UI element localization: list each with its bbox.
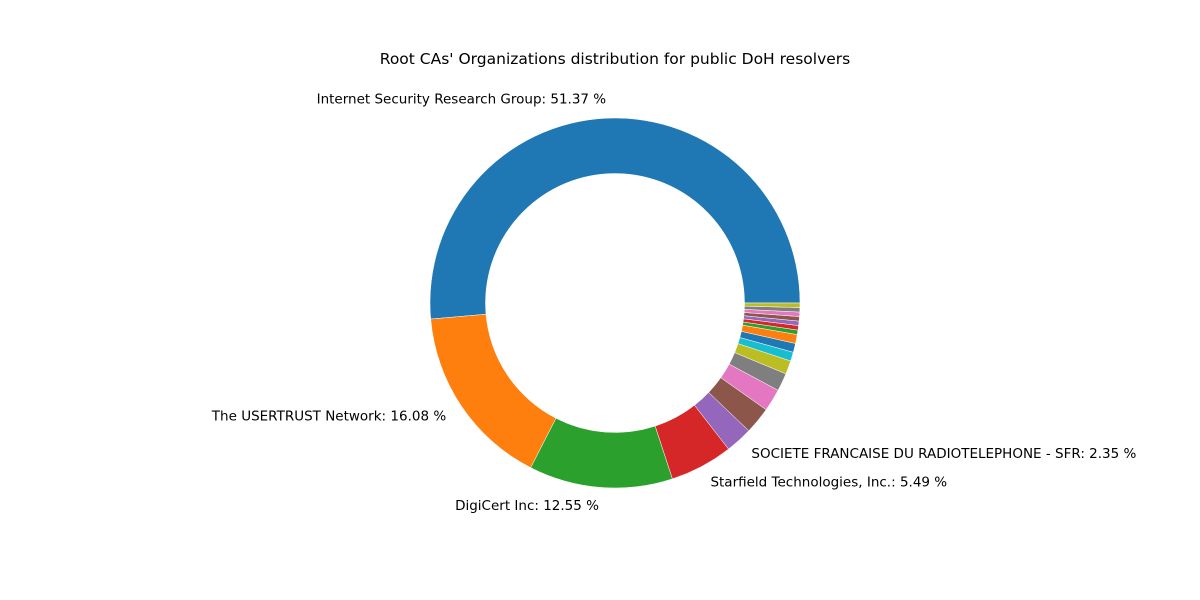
donut-slice-19	[744, 302, 801, 308]
slice-label-2: The USERTRUST Network: 16.08 %	[211, 409, 447, 425]
slice-label-1: Internet Security Research Group: 51.37 …	[317, 92, 607, 108]
slice-label-3: DigiCert Inc: 12.55 %	[455, 498, 599, 514]
donut-slice-2	[430, 313, 557, 469]
chart-title: Root CAs' Organizations distribution for…	[380, 50, 850, 68]
donut-slice-1	[429, 117, 801, 320]
donut-slices	[429, 117, 801, 489]
donut-slice-3	[530, 417, 673, 489]
slice-label-4: Starfield Technologies, Inc.: 5.49 %	[710, 475, 947, 491]
slice-label-5: SOCIETE FRANCAISE DU RADIOTELEPHONE - SF…	[751, 446, 1136, 462]
slice-labels: Internet Security Research Group: 51.37 …	[211, 92, 1137, 514]
